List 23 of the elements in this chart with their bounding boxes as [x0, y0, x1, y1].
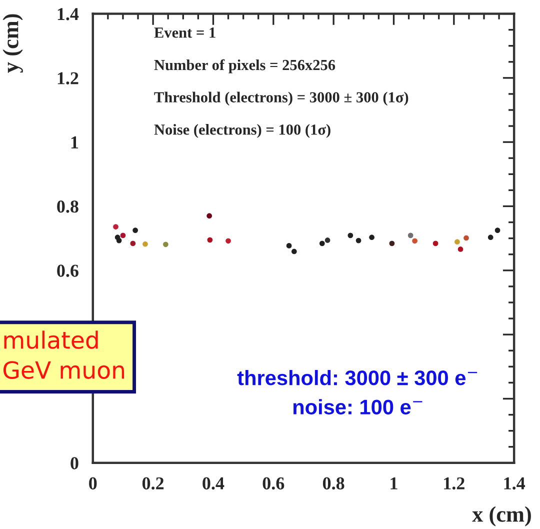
x-axis-title: x (cm)	[472, 506, 531, 526]
y-tick-label: 0.6	[57, 264, 78, 277]
x-tick-label: 0.6	[262, 477, 284, 490]
annotation: noise: 100 e$^{−}$	[293, 399, 422, 414]
annotation: mulated GeV muon	[3, 330, 124, 379]
x-tick-label: 0.2	[142, 477, 164, 490]
annotation: Threshold (electrons) = 3000 ± 300 (1σ)	[154, 92, 408, 106]
annotation: Noise (electrons) = 100 (1σ)	[154, 124, 330, 138]
y-tick-label: 0	[70, 457, 78, 470]
x-tick-label: 1	[390, 477, 398, 490]
x-tick-label: 0.4	[202, 477, 224, 490]
y-tick-label: 0.8	[57, 200, 78, 213]
annotation: Number of pixels = 256x256	[154, 59, 336, 74]
y-axis-title: y (cm)	[2, 14, 23, 73]
x-tick-label: 0	[89, 477, 97, 490]
x-tick-label: 1.2	[444, 477, 464, 490]
annotation: threshold: 3000 ± 300 e$^{−}$	[237, 370, 478, 386]
x-tick-label: 1.4	[504, 477, 526, 490]
y-tick-label: 1.4	[58, 8, 79, 20]
x-tick-label: 0.8	[322, 477, 344, 490]
y-tick-label: 1.2	[58, 72, 78, 84]
annotation: Event = 1	[154, 28, 216, 38]
y-tick-label: 1	[71, 136, 78, 148]
